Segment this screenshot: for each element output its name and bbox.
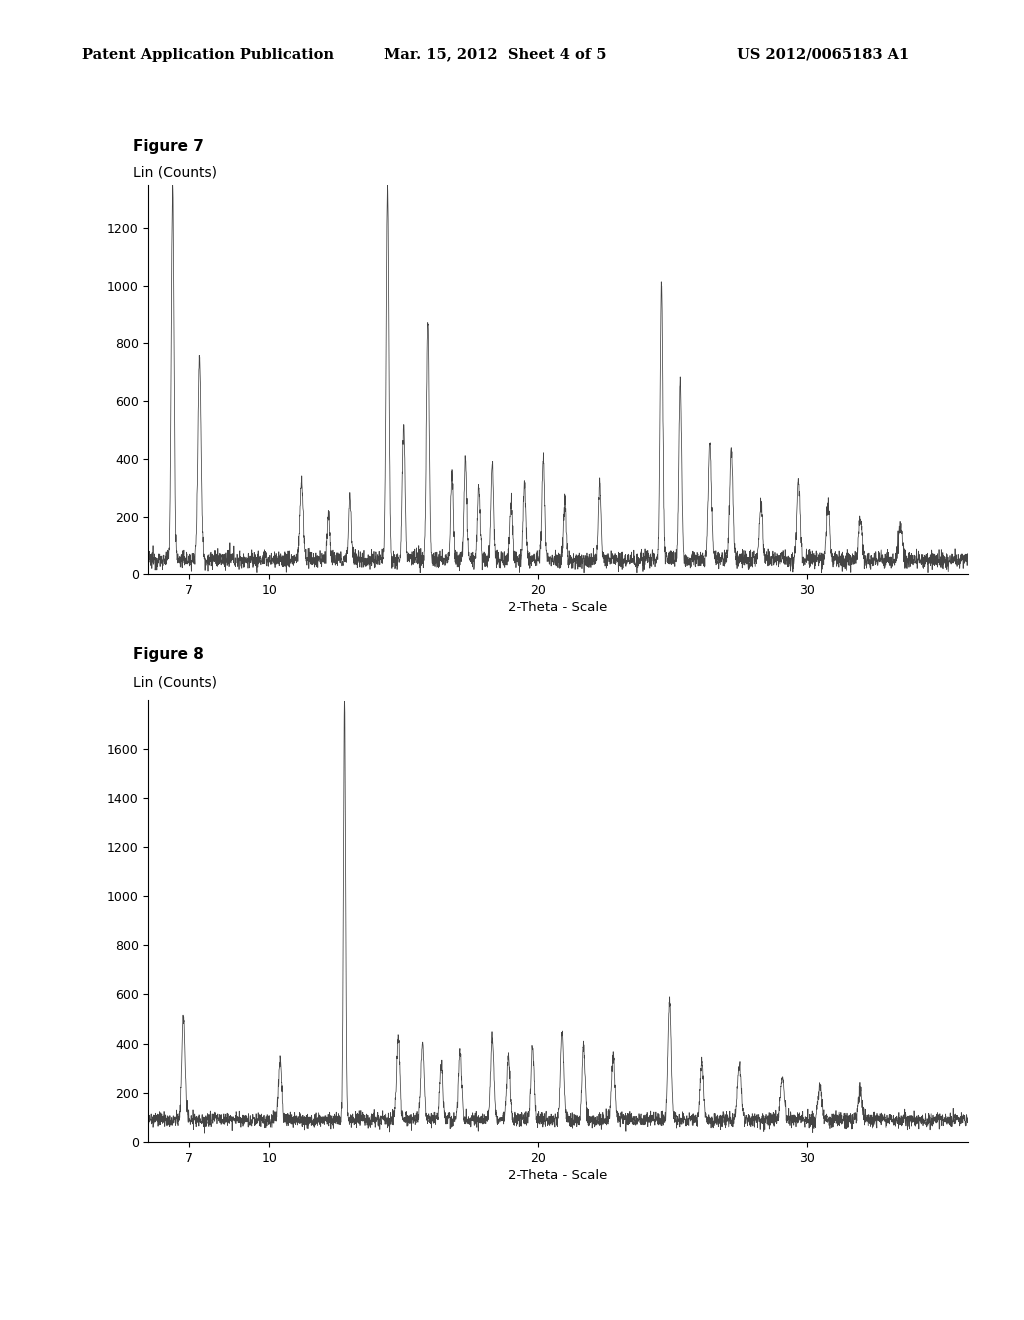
Text: Lin (Counts): Lin (Counts) <box>133 676 217 690</box>
Text: US 2012/0065183 A1: US 2012/0065183 A1 <box>737 48 909 62</box>
Text: Mar. 15, 2012  Sheet 4 of 5: Mar. 15, 2012 Sheet 4 of 5 <box>384 48 606 62</box>
Text: Figure 8: Figure 8 <box>133 647 204 661</box>
Text: Lin (Counts): Lin (Counts) <box>133 165 217 180</box>
X-axis label: 2-Theta - Scale: 2-Theta - Scale <box>508 601 608 614</box>
X-axis label: 2-Theta - Scale: 2-Theta - Scale <box>508 1168 608 1181</box>
Text: Patent Application Publication: Patent Application Publication <box>82 48 334 62</box>
Text: Figure 7: Figure 7 <box>133 139 204 153</box>
